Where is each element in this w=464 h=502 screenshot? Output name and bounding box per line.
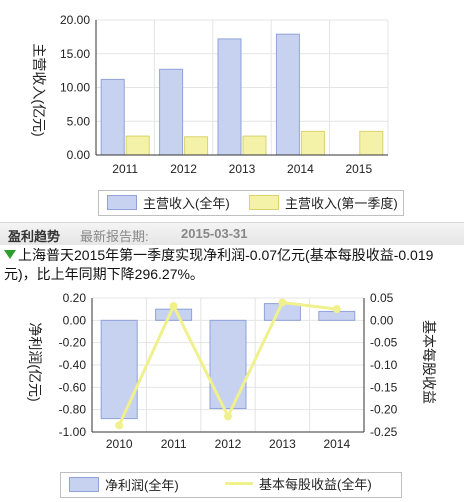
report-period-date: 2015-03-31 xyxy=(181,226,248,241)
profit-y-tick-label: -0.60 xyxy=(59,380,87,394)
eps-y-tick-label: -0.15 xyxy=(370,380,398,394)
revenue-legend: 主营收入(全年) 主营收入(第一季度) xyxy=(98,190,404,216)
legend-net-profit: 净利润(全年) xyxy=(69,477,179,494)
eps-point xyxy=(115,421,124,430)
net-profit-bar xyxy=(100,319,138,420)
eps-y-tick-label: 0.05 xyxy=(370,291,394,305)
revenue-annual-bar xyxy=(217,38,242,156)
revenue-y-tick-label: 20.00 xyxy=(60,13,90,27)
profit-y-tick-label: 0.00 xyxy=(63,313,87,327)
legend-annual-revenue-swatch xyxy=(107,195,137,210)
revenue-x-tick-label: 2013 xyxy=(229,162,256,176)
revenue-chart: 20.00 15.00 10.00 5.00 0.00 2011 2012 2013 2014… xyxy=(31,13,389,176)
revenue-annual-bar xyxy=(159,68,184,156)
eps-point xyxy=(169,302,178,311)
down-arrow-icon xyxy=(4,250,16,259)
profit-x-tick-label: 2012 xyxy=(215,437,242,451)
profit-y-tick-labels: 0.20 0.00 -0.20 -0.40 -0.60 -0.80 -1.00 xyxy=(59,291,87,439)
profit-x-tick-label: 2014 xyxy=(323,437,350,451)
legend-net-profit-label: 净利润(全年) xyxy=(105,478,179,493)
profit-trend-header: 盈利趋势 最新报告期: 2015-03-31 xyxy=(0,222,464,245)
legend-eps: 基本每股收益(全年) xyxy=(225,477,372,493)
legend-q1-revenue-swatch xyxy=(249,195,279,210)
revenue-x-tick-label: 2015 xyxy=(345,162,372,176)
legend-eps-swatch xyxy=(225,482,253,485)
report-period-label: 最新报告期: xyxy=(80,229,149,244)
revenue-x-tick-labels: 2011 2012 2013 2014 2015 xyxy=(112,162,372,176)
legend-q1-revenue: 主营收入(第一季度) xyxy=(249,195,398,212)
eps-point xyxy=(224,412,232,421)
eps-point xyxy=(278,298,287,307)
profit-summary-text: 上海普天2015年第一季度实现净利润-0.07亿元(基本每股收益-0.019元)… xyxy=(4,247,434,282)
profit-summary: 上海普天2015年第一季度实现净利润-0.07亿元(基本每股收益-0.019元)… xyxy=(4,246,460,284)
legend-eps-label: 基本每股收益(全年) xyxy=(259,477,372,492)
eps-y-tick-labels: 0.05 0.00 -0.05 -0.10 -0.15 -0.20 -0.25 xyxy=(370,291,398,439)
revenue-y-tick-label: 15.00 xyxy=(60,47,90,61)
profit-x-tick-labels: 2010 2011 2012 2013 2014 xyxy=(106,437,351,451)
profit-y-tick-label: 0.20 xyxy=(63,291,87,305)
eps-y-axis-title: 基本每股收益 xyxy=(421,320,437,404)
revenue-y-tick-labels: 20.00 15.00 10.00 5.00 0.00 xyxy=(60,13,90,162)
eps-y-tick-label: -0.05 xyxy=(370,336,398,350)
profit-axes xyxy=(91,298,365,433)
profit-chart: 0.200.00-0.20-0.40-0.60-0.80-1.00 0.050.… xyxy=(27,291,437,451)
profit-y-tick-label: -0.20 xyxy=(59,336,87,350)
eps-y-tick-label: -0.20 xyxy=(370,403,398,417)
legend-annual-revenue: 主营收入(全年) xyxy=(107,195,230,212)
revenue-axes xyxy=(95,20,388,156)
profit-x-tick-label: 2011 xyxy=(161,437,187,451)
revenue-q1-bar xyxy=(125,135,150,156)
revenue-q1-bar xyxy=(359,130,384,156)
revenue-q1-bar xyxy=(242,135,267,156)
revenue-x-tick-label: 2012 xyxy=(170,162,197,176)
revenue-annual-bar xyxy=(100,78,125,156)
eps-point xyxy=(332,305,341,314)
eps-y-tick-label: -0.10 xyxy=(370,358,398,372)
profit-y-axis-title: 净利润(亿元) xyxy=(27,322,43,401)
legend-annual-revenue-label: 主营收入(全年) xyxy=(143,196,230,211)
revenue-y-tick-label: 10.00 xyxy=(60,81,90,95)
profit-x-tick-label: 2013 xyxy=(269,437,296,451)
revenue-q1-bar xyxy=(184,136,209,156)
revenue-y-tick-label: 0.00 xyxy=(67,148,91,162)
revenue-annual-bar xyxy=(275,33,300,156)
legend-q1-revenue-label: 主营收入(第一季度) xyxy=(285,196,398,211)
profit-legend: 净利润(全年) 基本每股收益(全年) xyxy=(60,472,402,498)
section-title: 盈利趋势 xyxy=(8,229,61,244)
profit-y-tick-label: -0.80 xyxy=(59,403,87,417)
revenue-x-tick-label: 2011 xyxy=(112,162,138,176)
profit-x-tick-label: 2010 xyxy=(106,437,133,451)
eps-y-tick-label: 0.00 xyxy=(370,313,394,327)
net-profit-bar xyxy=(155,308,193,321)
profit-bars xyxy=(100,303,356,420)
net-profit-bar xyxy=(209,319,247,410)
eps-y-tick-label: -0.25 xyxy=(370,425,398,439)
eps-line-series xyxy=(115,298,341,430)
profit-y-tick-label: -1.00 xyxy=(59,425,87,439)
revenue-gridlines xyxy=(95,19,389,156)
revenue-x-tick-label: 2014 xyxy=(287,162,314,176)
legend-net-profit-swatch xyxy=(69,477,99,492)
revenue-y-tick-label: 5.00 xyxy=(67,114,91,128)
revenue-q1-bar xyxy=(300,130,325,156)
revenue-y-axis-title: 主营收入(亿元) xyxy=(31,43,47,136)
revenue-bars xyxy=(100,33,384,156)
profit-y-tick-label: -0.40 xyxy=(59,358,87,372)
